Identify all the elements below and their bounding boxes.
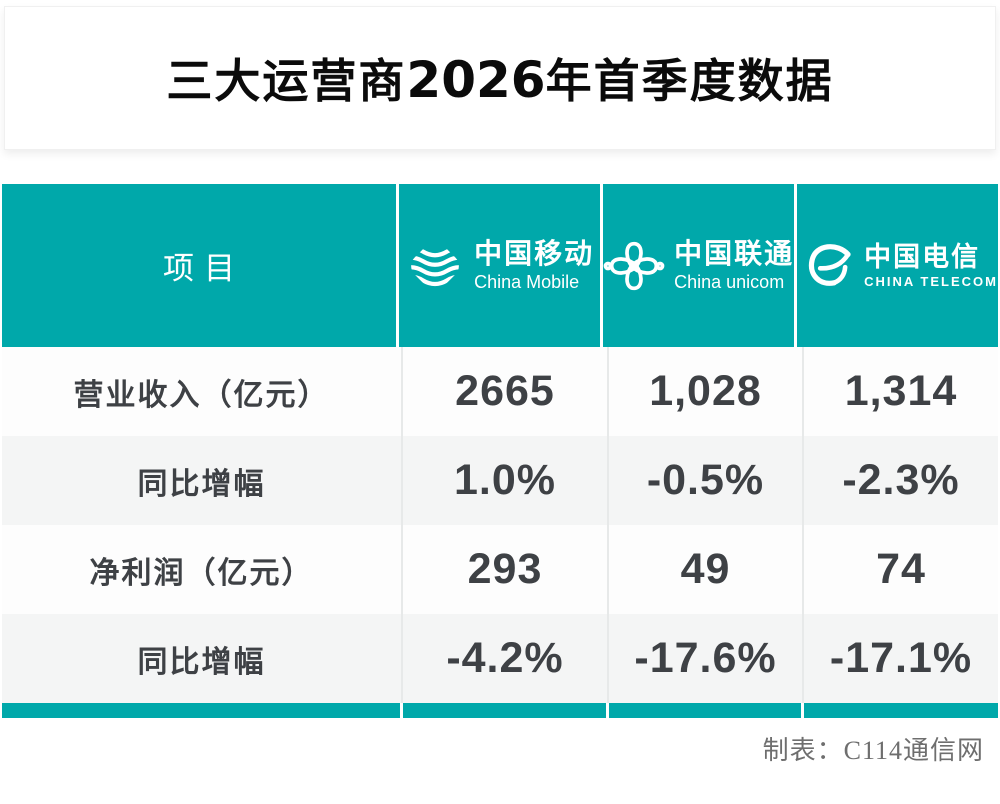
title-prefix: 三大运营商 xyxy=(166,55,407,107)
china-unicom-name-en: China unicom xyxy=(674,271,785,292)
revenue-yoy-china-telecom: -2.3% xyxy=(842,456,960,504)
operators-data-table: 项目 中国移动 China Mobile xyxy=(2,184,998,718)
china-mobile-logo-icon xyxy=(406,245,464,295)
china-mobile-name-cn: 中国移动 xyxy=(474,238,595,270)
header-cell-china-mobile: 中国移动 China Mobile xyxy=(399,184,604,347)
net-profit-china-mobile: 293 xyxy=(467,545,543,593)
row-label: 营业收入（亿元） xyxy=(73,378,330,412)
china-telecom-logo-icon xyxy=(809,243,851,286)
row-label: 净利润（亿元） xyxy=(89,556,314,590)
header-cell-item: 项目 xyxy=(2,184,400,347)
table-row-revenue: 营业收入（亿元） 2665 1,028 1,314 xyxy=(2,347,998,436)
table-bottom-bar xyxy=(2,703,998,718)
net-profit-yoy-china-telecom: -17.1% xyxy=(829,634,973,682)
net-profit-yoy-china-unicom: -17.6% xyxy=(634,634,777,682)
china-unicom-name-cn: 中国联通 xyxy=(674,238,795,270)
header-cell-china-unicom: 中国联通 China unicom xyxy=(603,184,798,347)
china-unicom-name: 中国联通 China unicom xyxy=(674,239,794,291)
revenue-yoy-china-unicom: -0.5% xyxy=(646,456,765,504)
page-title: 三大运营商2026年首季度数据 xyxy=(166,45,833,111)
table-header-row: 项目 中国移动 China Mobile xyxy=(2,184,998,347)
credit-line: 制表：C114通信网 xyxy=(762,736,984,765)
title-suffix: 年首季度数据 xyxy=(545,55,834,107)
net-profit-china-unicom: 49 xyxy=(680,545,731,593)
revenue-china-unicom: 1,028 xyxy=(649,367,762,415)
title-year: 2026 xyxy=(406,51,546,109)
header-cell-china-telecom: 中国电信 CHINA TELECOM xyxy=(797,184,998,347)
revenue-china-telecom: 1,314 xyxy=(844,367,958,415)
net-profit-china-telecom: 74 xyxy=(876,545,926,593)
row-label: 同比增幅 xyxy=(137,467,266,501)
china-telecom-name-cn: 中国电信 xyxy=(864,241,981,272)
net-profit-yoy-china-mobile: -4.2% xyxy=(446,634,564,682)
revenue-china-mobile: 2665 xyxy=(455,367,555,415)
china-telecom-name-en: CHINA TELECOM xyxy=(864,273,998,289)
table-row-net-profit: 净利润（亿元） 293 49 74 xyxy=(2,525,998,614)
china-telecom-name: 中国电信 CHINA TELECOM xyxy=(864,241,998,289)
table-row-net-profit-yoy: 同比增幅 -4.2% -17.6% -17.1% xyxy=(2,614,998,703)
item-header-label: 项目 xyxy=(163,251,246,286)
table-row-revenue-yoy: 同比增幅 1.0% -0.5% -2.3% xyxy=(2,436,998,525)
revenue-yoy-china-mobile: 1.0% xyxy=(453,456,556,504)
china-mobile-name: 中国移动 China Mobile xyxy=(474,239,594,291)
china-unicom-logo-icon xyxy=(603,241,665,290)
title-card: 三大运营商2026年首季度数据 xyxy=(4,6,996,150)
row-label: 同比增幅 xyxy=(137,645,266,679)
china-mobile-name-en: China Mobile xyxy=(474,271,580,292)
